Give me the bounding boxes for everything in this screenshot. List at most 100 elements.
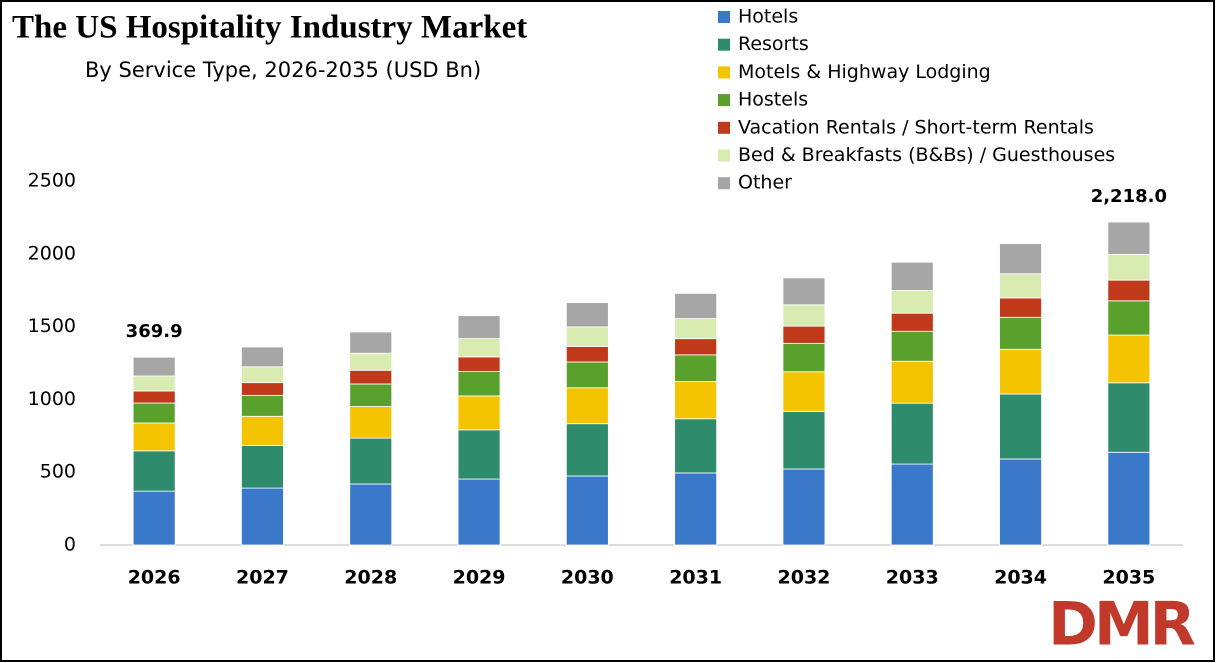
- annotation: 2,218.0: [1091, 186, 1167, 207]
- bar-segment: [890, 402, 934, 465]
- legend-swatch: [718, 149, 730, 162]
- legend-label: Hotels: [738, 6, 798, 28]
- annotation: 369.9: [126, 321, 183, 342]
- bar-segment: [349, 406, 393, 439]
- x-tick-label: 2027: [236, 567, 289, 589]
- legend-label: Other: [738, 172, 792, 194]
- bar-segment: [674, 472, 718, 546]
- bar-segment: [674, 293, 718, 319]
- bar-segment: [674, 318, 718, 340]
- bar-segment: [132, 390, 176, 404]
- legend-label: Bed & Breakfasts (B&Bs) / Guesthouses: [738, 144, 1115, 166]
- y-tick-label: 1500: [28, 315, 76, 337]
- bar-segment: [457, 478, 501, 546]
- bar-segment: [782, 342, 826, 373]
- bar-segment: [999, 297, 1042, 318]
- bar-segment: [782, 468, 826, 546]
- bar-segment: [674, 338, 718, 356]
- bar-segment: [1107, 221, 1151, 255]
- bar-segment: [457, 338, 501, 358]
- bar-segment: [782, 325, 826, 344]
- legend-swatch: [718, 94, 730, 107]
- bar-segment: [132, 422, 176, 452]
- bar-segment: [782, 304, 826, 327]
- bar-segment: [349, 483, 393, 546]
- bar-segment: [999, 348, 1042, 395]
- bar-segment: [890, 360, 934, 404]
- legend-label: Resorts: [738, 33, 809, 55]
- bar-segment: [132, 375, 176, 392]
- bar-segment: [241, 487, 284, 546]
- y-tick-label: 2000: [28, 242, 76, 264]
- bar-segment: [241, 346, 284, 368]
- bar-segment: [1107, 382, 1151, 453]
- bar-segment: [132, 450, 176, 492]
- x-tick-label: 2033: [886, 567, 939, 589]
- bar-segment: [241, 445, 284, 489]
- bar-segment: [999, 243, 1042, 275]
- x-tick-label: 2035: [1102, 567, 1155, 589]
- bar-segment: [890, 290, 934, 314]
- y-tick-label: 1000: [28, 388, 76, 410]
- bar-segment: [782, 371, 826, 412]
- bar-segment: [457, 315, 501, 339]
- x-tick-label: 2034: [994, 567, 1047, 589]
- y-tick-label: 500: [40, 461, 76, 483]
- bar-segment: [349, 369, 393, 385]
- y-tick-label: 2500: [28, 170, 76, 192]
- bar-segment: [349, 437, 393, 485]
- x-tick-label: 2028: [344, 567, 397, 589]
- legend-swatch: [718, 121, 730, 134]
- x-tick-label: 2031: [669, 567, 722, 589]
- legend-swatch: [718, 66, 730, 79]
- chart-title: The US Hospitality Industry Market: [12, 10, 527, 46]
- bar-segment: [565, 475, 609, 546]
- bar-segment: [999, 393, 1042, 460]
- bar-segment: [457, 395, 501, 431]
- bar-segment: [782, 410, 826, 470]
- bar-segment: [565, 361, 609, 389]
- x-tick-label: 2029: [453, 567, 506, 589]
- y-tick-label: 0: [64, 534, 76, 556]
- bar-segment: [999, 316, 1042, 350]
- bar-segment: [241, 394, 284, 417]
- logo: DMR: [1048, 590, 1195, 660]
- bar-segment: [565, 326, 609, 347]
- bar-segment: [241, 415, 284, 446]
- bar-segment: [241, 382, 284, 396]
- bar-segment: [890, 463, 934, 546]
- bar-segment: [999, 273, 1042, 299]
- bar-segment: [457, 429, 501, 480]
- bar-segment: [349, 331, 393, 354]
- bar-segment: [999, 458, 1042, 546]
- x-tick-label: 2026: [128, 567, 181, 589]
- bar-segment: [782, 277, 826, 306]
- legend-swatch: [718, 177, 730, 190]
- bar-segment: [132, 402, 176, 424]
- bar-segment: [1107, 334, 1151, 384]
- bar-segment: [1107, 451, 1151, 546]
- x-tick-label: 2032: [778, 567, 831, 589]
- bar-segment: [1107, 253, 1151, 281]
- bar-segment: [565, 302, 609, 328]
- bar-segment: [565, 387, 609, 425]
- bar-segment: [349, 383, 393, 407]
- bar-segment: [890, 312, 934, 332]
- legend-label: Motels & Highway Lodging: [738, 61, 991, 83]
- bar-segment: [674, 381, 718, 420]
- bar-segment: [132, 356, 176, 377]
- bar-segment: [1107, 279, 1151, 302]
- legend-swatch: [718, 38, 730, 51]
- bar-segment: [1107, 300, 1151, 336]
- bar-segment: [565, 346, 609, 363]
- x-tick-label: 2030: [561, 567, 614, 589]
- bar-segment: [349, 352, 393, 371]
- bar-segment: [674, 418, 718, 474]
- bar-segment: [890, 261, 934, 291]
- bar-segment: [132, 490, 176, 546]
- legend-label: Vacation Rentals / Short-term Rentals: [738, 116, 1094, 138]
- legend-label: Hostels: [738, 89, 808, 111]
- bar-segment: [457, 356, 501, 372]
- chart-subtitle: By Service Type, 2026-2035 (USD Bn): [85, 58, 481, 82]
